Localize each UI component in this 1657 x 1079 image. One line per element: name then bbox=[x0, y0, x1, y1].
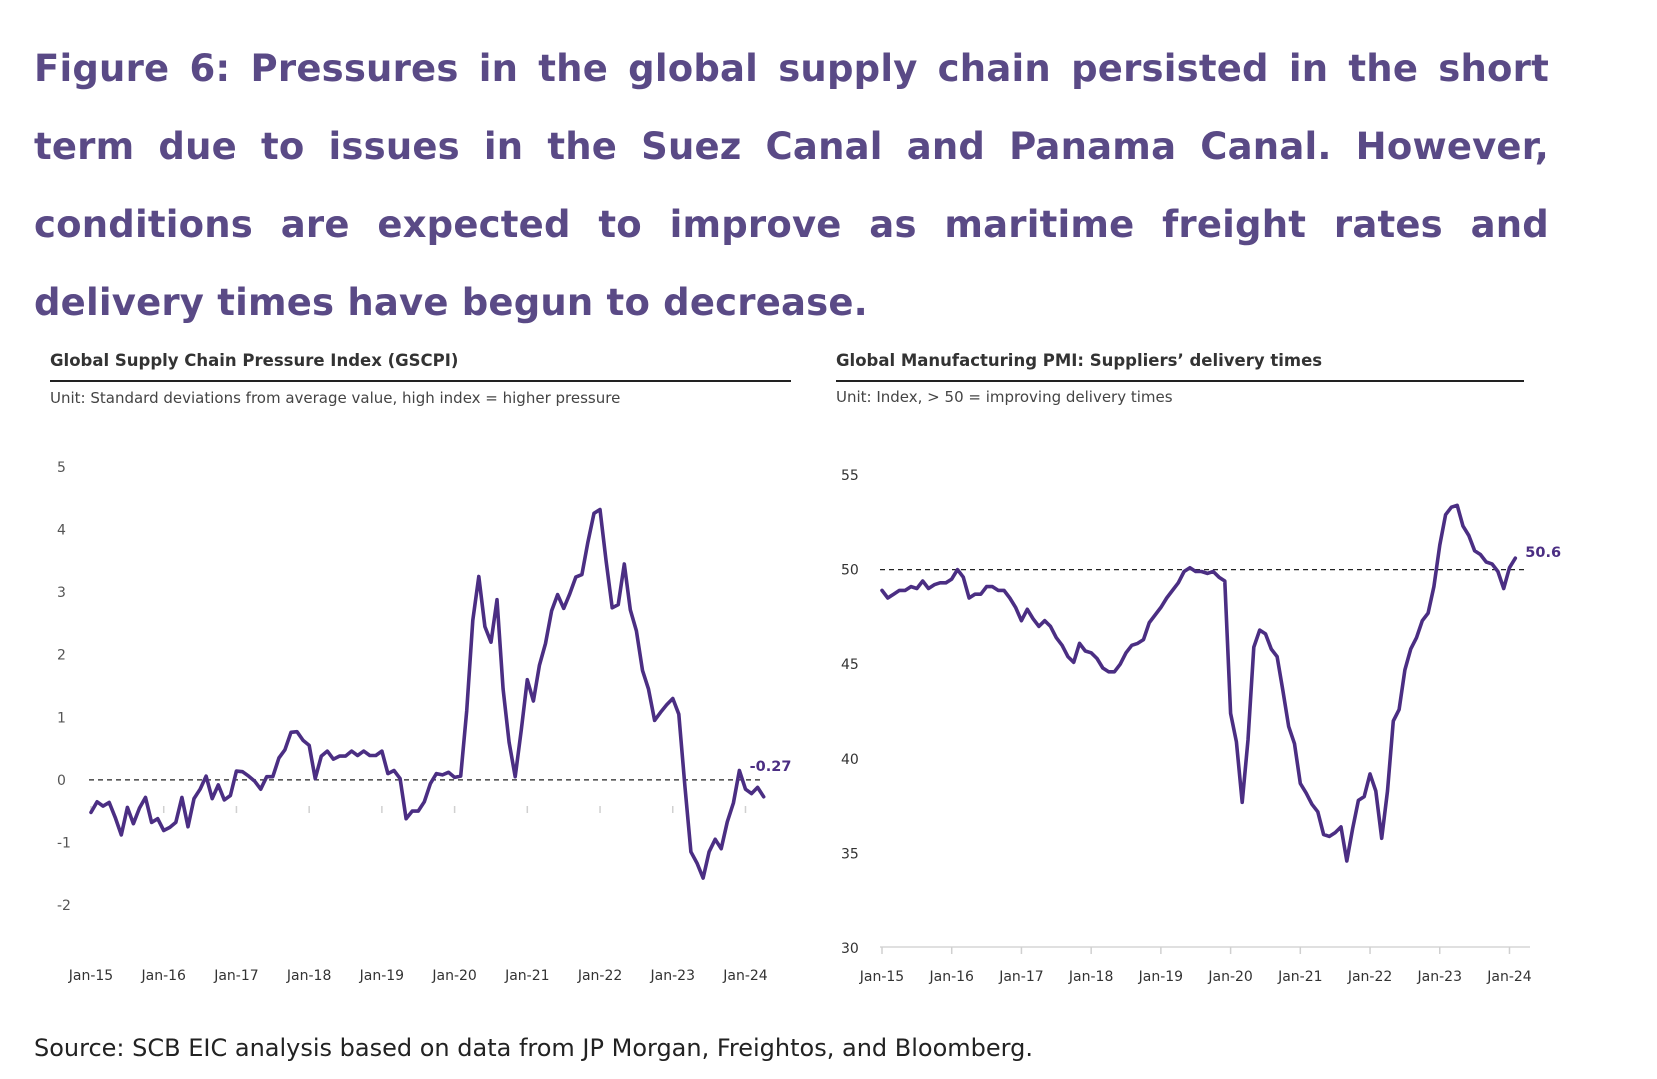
x-tick-label: Jan-18 bbox=[1068, 969, 1113, 985]
x-tick-label: Jan-20 bbox=[1207, 969, 1252, 985]
y-tick-label: 30 bbox=[841, 941, 859, 957]
x-tick-label: Jan-16 bbox=[928, 969, 974, 985]
x-tick-label: Jan-19 bbox=[1138, 969, 1183, 985]
end-value-label: -0.27 bbox=[750, 759, 792, 775]
x-tick-label: Jan-17 bbox=[213, 968, 258, 984]
y-tick-label: 55 bbox=[841, 468, 859, 484]
x-tick-label: Jan-21 bbox=[1277, 969, 1322, 985]
x-tick-label: Jan-23 bbox=[1417, 969, 1462, 985]
series-line bbox=[89, 507, 766, 880]
x-tick-label: Jan-22 bbox=[577, 968, 622, 984]
y-tick-label: 50 bbox=[841, 563, 859, 579]
source-note: Source: SCB EIC analysis based on data f… bbox=[34, 1034, 1033, 1062]
x-tick-label: Jan-21 bbox=[504, 968, 549, 984]
x-tick-label: Jan-17 bbox=[998, 969, 1043, 985]
left-chart-unit: Unit: Standard deviations from average v… bbox=[50, 389, 621, 407]
x-tick-label: Jan-23 bbox=[650, 968, 695, 984]
left-chart-rule bbox=[50, 380, 791, 382]
x-tick-label: Jan-15 bbox=[68, 968, 113, 984]
x-tick-label: Jan-18 bbox=[286, 968, 331, 984]
x-tick-label: Jan-19 bbox=[359, 968, 404, 984]
left-chart-title: Global Supply Chain Pressure Index (GSCP… bbox=[50, 351, 459, 370]
y-tick-label: 5 bbox=[57, 460, 66, 476]
right-chart-rule bbox=[836, 380, 1524, 382]
y-tick-label: 3 bbox=[57, 585, 66, 601]
series-line bbox=[880, 503, 1518, 863]
end-value-label: 50.6 bbox=[1525, 545, 1561, 561]
x-tick-label: Jan-15 bbox=[859, 969, 904, 985]
y-tick-label: 35 bbox=[841, 846, 859, 862]
x-tick-label: Jan-20 bbox=[431, 968, 476, 984]
y-tick-label: 45 bbox=[841, 657, 859, 673]
x-tick-label: Jan-22 bbox=[1347, 969, 1392, 985]
right-chart-unit: Unit: Index, > 50 = improving delivery t… bbox=[836, 388, 1173, 406]
y-tick-label: 1 bbox=[57, 710, 66, 726]
y-tick-label: 0 bbox=[57, 773, 66, 789]
right-chart-title: Global Manufacturing PMI: Suppliers’ del… bbox=[836, 351, 1323, 370]
y-tick-label: -2 bbox=[57, 898, 71, 914]
y-tick-label: -1 bbox=[57, 835, 71, 851]
x-tick-label: Jan-24 bbox=[722, 968, 768, 984]
y-tick-label: 2 bbox=[57, 648, 66, 664]
y-tick-label: 40 bbox=[841, 752, 859, 768]
y-tick-label: 4 bbox=[57, 523, 66, 539]
figure-title: Figure 6: Pressures in the global supply… bbox=[34, 47, 1549, 324]
x-tick-label: Jan-24 bbox=[1486, 969, 1532, 985]
x-tick-label: Jan-16 bbox=[140, 968, 186, 984]
